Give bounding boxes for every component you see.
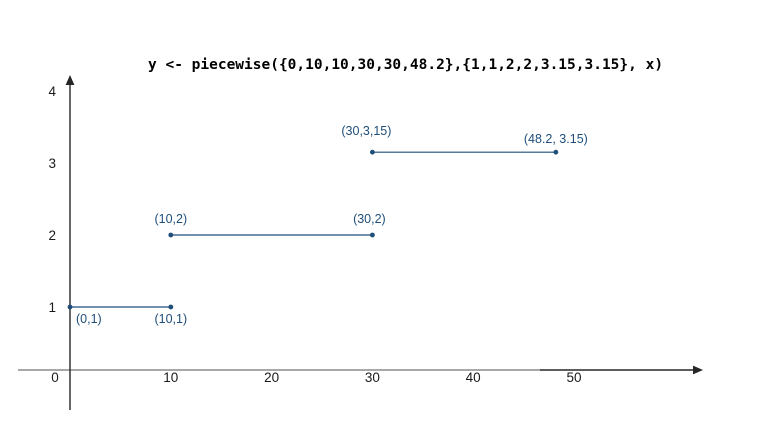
y-tick-label: 2 (48, 228, 56, 243)
point-annotation: (30,3,15) (341, 124, 391, 138)
point-annotation: (10,2) (154, 212, 187, 226)
data-point (553, 149, 559, 155)
y-axis-arrow-icon (65, 75, 75, 85)
x-axis-arrow-icon (693, 365, 703, 375)
y-tick-label: 4 (48, 84, 56, 99)
y-tick-label: 3 (48, 156, 56, 171)
point-annotation: (0,1) (76, 312, 102, 326)
x-tick-label: 10 (163, 370, 178, 385)
data-point (370, 232, 375, 238)
x-tick-label: 40 (466, 370, 481, 385)
x-tick-label: 20 (264, 370, 279, 385)
x-tick-label: 50 (566, 370, 581, 385)
data-point (168, 232, 174, 238)
point-annotation: (10,1) (154, 312, 187, 326)
data-point (67, 304, 73, 310)
chart-title: y <- piecewise({0,10,10,30,30,48.2},{1,1… (148, 57, 664, 73)
point-annotation: (48.2, 3.15) (524, 132, 588, 146)
y-tick-label: 1 (48, 300, 56, 315)
data-point (370, 149, 375, 155)
x-tick-label: 30 (365, 370, 380, 385)
x-tick-label: 0 (51, 370, 59, 385)
data-point (168, 304, 174, 310)
point-annotation: (30,2) (353, 212, 386, 226)
